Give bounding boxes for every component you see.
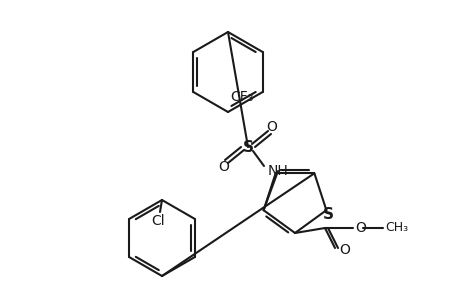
- Text: S: S: [322, 207, 333, 222]
- Text: CH₃: CH₃: [384, 221, 407, 235]
- Text: O: O: [218, 160, 229, 174]
- Text: NH: NH: [268, 164, 288, 178]
- Text: CF₃: CF₃: [230, 90, 253, 104]
- Text: O: O: [338, 243, 349, 257]
- Text: S: S: [242, 140, 253, 154]
- Text: O: O: [354, 221, 365, 235]
- Text: Cl: Cl: [151, 214, 164, 228]
- Text: O: O: [266, 120, 277, 134]
